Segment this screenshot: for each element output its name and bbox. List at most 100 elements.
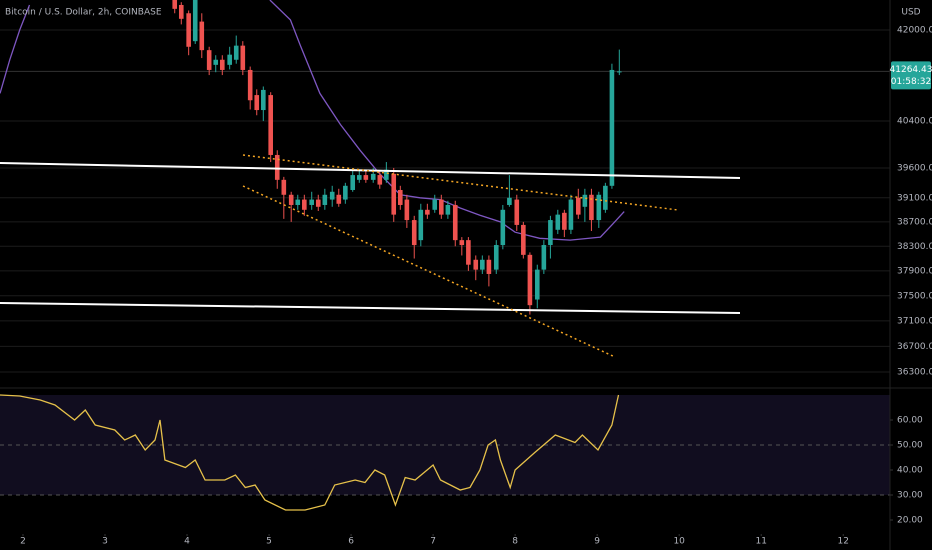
candle-body	[213, 59, 219, 65]
y2-tick-label: 30.00	[897, 491, 923, 501]
candle-body	[514, 199, 520, 225]
candle-body	[350, 175, 356, 190]
candle-body	[219, 59, 225, 70]
x-tick-label: 8	[512, 537, 518, 547]
candle-body	[192, 0, 198, 42]
candle-body	[288, 194, 294, 205]
wedge-line	[242, 185, 616, 358]
rsi-line	[0, 394, 620, 511]
x-tick-label: 9	[594, 537, 600, 547]
candle-body	[343, 185, 348, 200]
candle-body	[486, 259, 492, 274]
y-tick-label: 42000.00	[897, 25, 932, 35]
last-price-box	[891, 61, 931, 90]
candle-body	[411, 220, 417, 246]
candle-body	[575, 197, 581, 215]
candle-body	[493, 245, 499, 270]
candle-body	[268, 95, 273, 155]
candle-body	[336, 194, 342, 204]
last-price-label: 41264.43	[890, 65, 932, 75]
candle-body	[521, 224, 526, 255]
x-tick-label: 3	[102, 537, 108, 547]
candle-body	[199, 21, 205, 51]
y-tick-label: 37900.00	[897, 266, 932, 276]
candle-body	[261, 89, 266, 111]
candle-body	[562, 212, 567, 230]
candle-body	[568, 199, 574, 230]
rsi-band	[0, 395, 890, 495]
candle-body	[281, 179, 287, 195]
candle-body	[315, 199, 321, 207]
y-tick-label: 37500.00	[897, 291, 932, 301]
candle-body	[507, 197, 512, 205]
candle-body	[439, 199, 444, 215]
candle-body	[432, 199, 438, 210]
candle-body	[227, 54, 232, 65]
y-tick-label: 40400.00	[897, 117, 932, 127]
candle-body	[603, 185, 608, 210]
currency-label: USD	[901, 8, 920, 18]
candle-body	[609, 69, 615, 186]
candle-body	[233, 45, 239, 60]
candle-body	[397, 189, 403, 205]
candle-body	[582, 194, 588, 207]
candle-body	[356, 175, 362, 180]
candle-body	[322, 194, 328, 205]
y-tick-label: 36300.00	[897, 368, 932, 378]
countdown-label: 01:58:32	[891, 77, 931, 87]
y-tick-label: 38300.00	[897, 242, 932, 252]
y2-tick-label: 40.00	[897, 466, 923, 476]
y2-tick-label: 20.00	[897, 516, 923, 526]
x-tick-label: 2	[20, 537, 26, 547]
y2-tick-label: 60.00	[897, 416, 923, 426]
trend-line	[0, 162, 741, 179]
x-tick-label: 5	[266, 537, 272, 547]
y-tick-label: 39100.00	[897, 193, 932, 203]
candle-body	[302, 199, 307, 210]
candle-body	[596, 194, 602, 221]
wedge-line	[242, 154, 679, 211]
candle-body	[384, 169, 389, 180]
candle-body	[178, 4, 184, 19]
drawings	[0, 154, 741, 358]
candle-body	[459, 240, 465, 246]
candle-body	[363, 175, 369, 180]
candle-body	[473, 259, 479, 270]
candle-body	[617, 71, 622, 73]
candle-body	[295, 199, 301, 205]
x-tick-label: 4	[184, 537, 190, 547]
y-tick-label: 36700.00	[897, 342, 932, 352]
x-tick-label: 6	[348, 537, 354, 547]
candle-body	[527, 254, 533, 306]
y-tick-label: 39600.00	[897, 163, 932, 173]
x-tick-label: 11	[755, 537, 766, 547]
candle-body	[309, 199, 315, 205]
candle-body	[274, 154, 280, 180]
candle-body	[480, 259, 485, 270]
candle-body	[329, 191, 335, 200]
candle-body	[172, 0, 178, 9]
candle-body	[247, 69, 253, 101]
candle-body	[404, 199, 410, 221]
candle-body	[500, 209, 506, 246]
candle-body	[206, 50, 212, 70]
candle-body	[466, 240, 471, 265]
candle-body	[418, 209, 424, 241]
trend-line	[0, 302, 741, 314]
candle-body	[445, 204, 451, 215]
price-pane	[0, 0, 890, 373]
candle-body	[452, 204, 458, 241]
candle-body	[555, 214, 561, 230]
rsi-pane	[0, 394, 890, 511]
candle-body	[254, 95, 260, 111]
candle-body	[240, 45, 246, 70]
y-tick-label: 38700.00	[897, 217, 932, 227]
x-tick-label: 12	[838, 537, 849, 547]
candle-body	[186, 13, 191, 47]
candle-body	[425, 209, 430, 215]
candle-body	[534, 269, 540, 300]
y-tick-label: 37100.00	[897, 316, 932, 326]
x-tick-label: 10	[673, 537, 685, 547]
candle-body	[377, 175, 383, 185]
